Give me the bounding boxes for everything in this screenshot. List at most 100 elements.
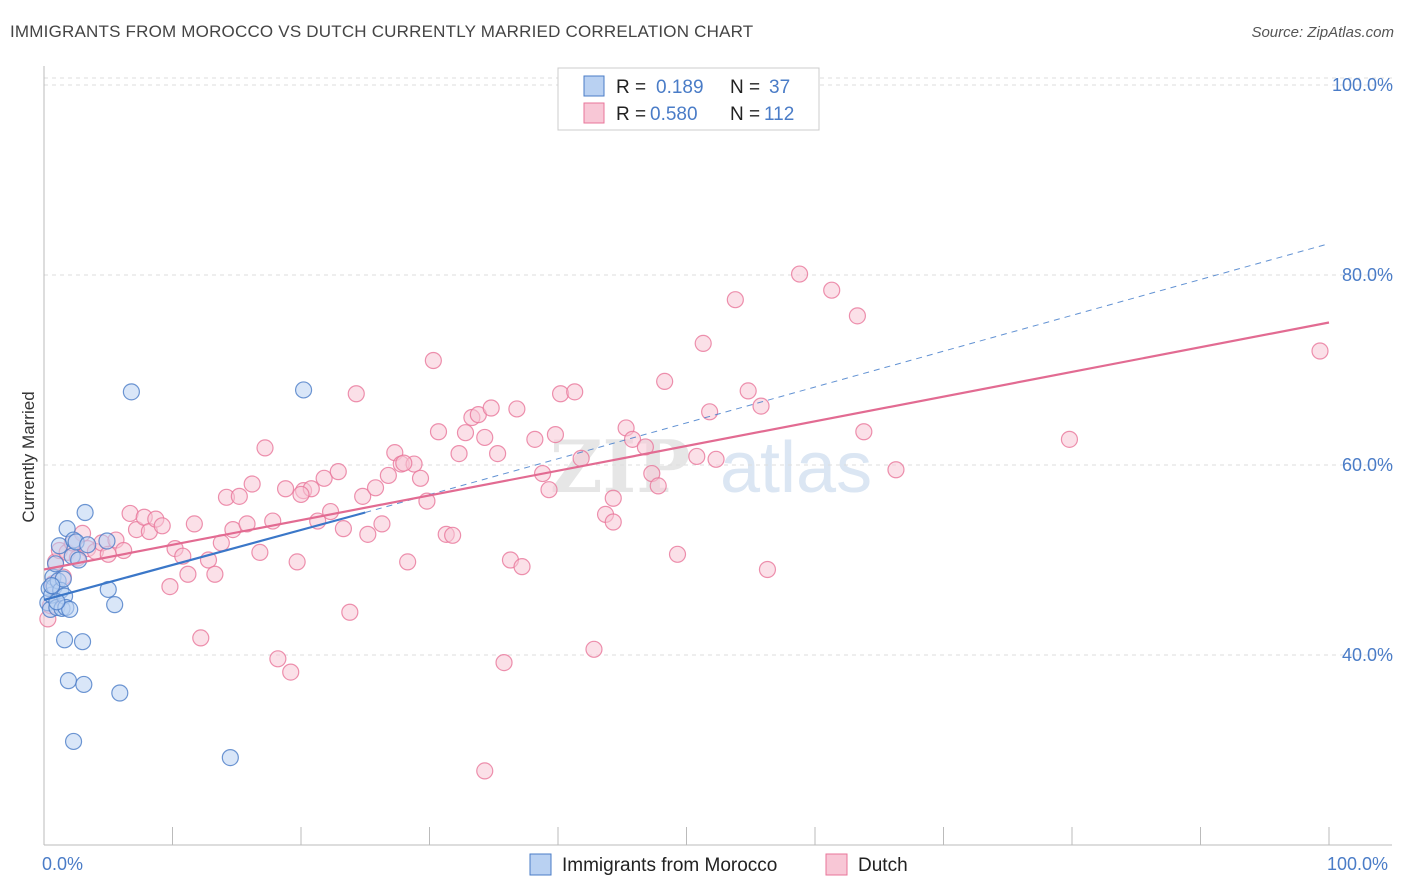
dutch-point-73: [489, 445, 507, 463]
dutch-point-21: [153, 517, 171, 535]
dutch-point-74: [495, 653, 513, 672]
legend-bottom-label-pink: Dutch: [858, 855, 908, 876]
morocco-point-21: [73, 633, 92, 651]
dutch-point-47: [321, 502, 340, 521]
dutch-point-81: [551, 385, 570, 403]
dutch-point-93: [668, 545, 687, 563]
dutch-point-35: [243, 475, 261, 493]
dutch-point-34: [238, 515, 256, 533]
dutch-point-98: [726, 291, 744, 309]
legend-r-value-pink: 0.580: [650, 104, 698, 125]
dutch-point-36: [251, 543, 269, 562]
dutch-point-77: [526, 430, 544, 448]
dutch-point-102: [790, 265, 809, 283]
dutch-point-61: [411, 469, 430, 487]
legend-n-label-pink: N =: [730, 104, 760, 125]
dutch-point-97: [707, 450, 725, 468]
morocco-point-22: [76, 503, 94, 522]
dutch-point-72: [482, 399, 500, 417]
dutch-point-63: [424, 351, 442, 370]
dutch-point-56: [379, 466, 397, 485]
morocco-point-32: [221, 748, 239, 767]
series-dutch-points: [39, 265, 1329, 780]
dutch-point-68: [456, 424, 475, 442]
x-ticks: [43, 827, 1330, 845]
dutch-point-42: [288, 553, 306, 571]
morocco-point-25: [75, 675, 93, 694]
morocco-point-23: [79, 536, 97, 554]
dutch-point-95: [694, 334, 712, 352]
source-label: Source: ZipAtlas.com: [1251, 24, 1394, 41]
legend-swatch-blue: [583, 75, 605, 97]
dutch-point-51: [347, 385, 365, 403]
legend-r-value-blue: 0.189: [656, 77, 704, 98]
dutch-point-94: [688, 447, 706, 466]
dutch-point-55: [373, 515, 391, 533]
dutch-point-37: [256, 439, 274, 457]
y-tick-label-80: 80.0%: [1342, 265, 1393, 285]
legend-bottom-swatch-blue: [529, 853, 552, 876]
morocco-point-30: [98, 532, 116, 550]
dutch-point-48: [329, 463, 347, 481]
dutch-point-29: [206, 565, 224, 583]
gridlines: [44, 77, 1392, 656]
dutch-point-108: [1311, 342, 1329, 360]
dutch-point-26: [185, 515, 203, 533]
morocco-point-16: [61, 600, 79, 619]
dutch-point-76: [513, 558, 531, 576]
dutch-point-49: [334, 520, 353, 538]
axes: [43, 66, 1392, 846]
dutch-point-112: [508, 400, 526, 418]
dutch-point-46: [315, 469, 333, 487]
dutch-point-86: [604, 489, 622, 507]
x-tick-label-min: 0.0%: [42, 854, 83, 874]
dutch-point-52: [354, 487, 372, 505]
dutch-point-59: [399, 553, 417, 571]
dutch-point-27: [192, 629, 210, 647]
legend-n-value-blue: 37: [769, 77, 790, 98]
dutch-point-53: [359, 525, 377, 543]
dutch-point-104: [848, 307, 867, 325]
dutch-point-40: [276, 480, 295, 498]
dutch-point-71: [476, 428, 494, 447]
legend-bottom-label-blue: Immigrants from Morocco: [562, 855, 777, 876]
dutch-point-66: [444, 526, 462, 544]
trend-lines: [43, 243, 1330, 601]
legend-bottom: Immigrants from Morocco Dutch: [529, 853, 908, 876]
dutch-point-25: [179, 565, 197, 583]
legend-bottom-swatch-pink: [825, 853, 848, 876]
dutch-point-91: [649, 477, 667, 495]
dutch-point-92: [656, 372, 674, 390]
legend-r-label-blue: R =: [616, 77, 646, 98]
dutch-point-100: [752, 397, 770, 415]
dutch-point-96: [701, 403, 719, 421]
dutch-point-54: [366, 479, 385, 497]
dutch-point-111: [395, 454, 413, 472]
dutch-point-80: [540, 481, 558, 499]
dutch-point-106: [887, 461, 905, 479]
legend-n-value-pink: 112: [764, 104, 794, 125]
y-tick-label-100: 100.0%: [1332, 75, 1393, 95]
dutch-point-39: [269, 650, 287, 668]
dutch-point-16: [121, 504, 139, 523]
morocco-point-20: [70, 551, 88, 569]
morocco-trend-line: [43, 511, 366, 601]
dutch-point-101: [758, 560, 777, 579]
morocco-point-33: [294, 381, 313, 399]
dutch-point-50: [341, 603, 359, 621]
dutch-point-22: [161, 577, 179, 596]
y-axis-title: Currently Married: [19, 391, 38, 522]
morocco-point-35: [43, 577, 61, 595]
x-tick-label-max: 100.0%: [1327, 854, 1388, 874]
watermark-atlas: atlas: [720, 428, 872, 508]
legend-r-label-pink: R =: [616, 104, 646, 125]
dutch-point-67: [450, 445, 468, 463]
morocco-trend-extension: [365, 243, 1330, 513]
dutch-point-84: [585, 640, 603, 658]
y-tick-label-60: 60.0%: [1342, 455, 1393, 475]
dutch-point-82: [566, 383, 584, 401]
morocco-point-28: [106, 596, 124, 614]
dutch-point-107: [1060, 430, 1079, 448]
series-morocco-points: [39, 381, 313, 767]
